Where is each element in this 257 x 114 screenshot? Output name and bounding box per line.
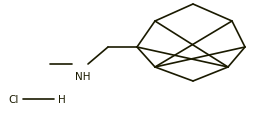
Text: Cl: Cl	[9, 94, 19, 104]
Text: NH: NH	[75, 71, 91, 81]
Text: H: H	[58, 94, 66, 104]
